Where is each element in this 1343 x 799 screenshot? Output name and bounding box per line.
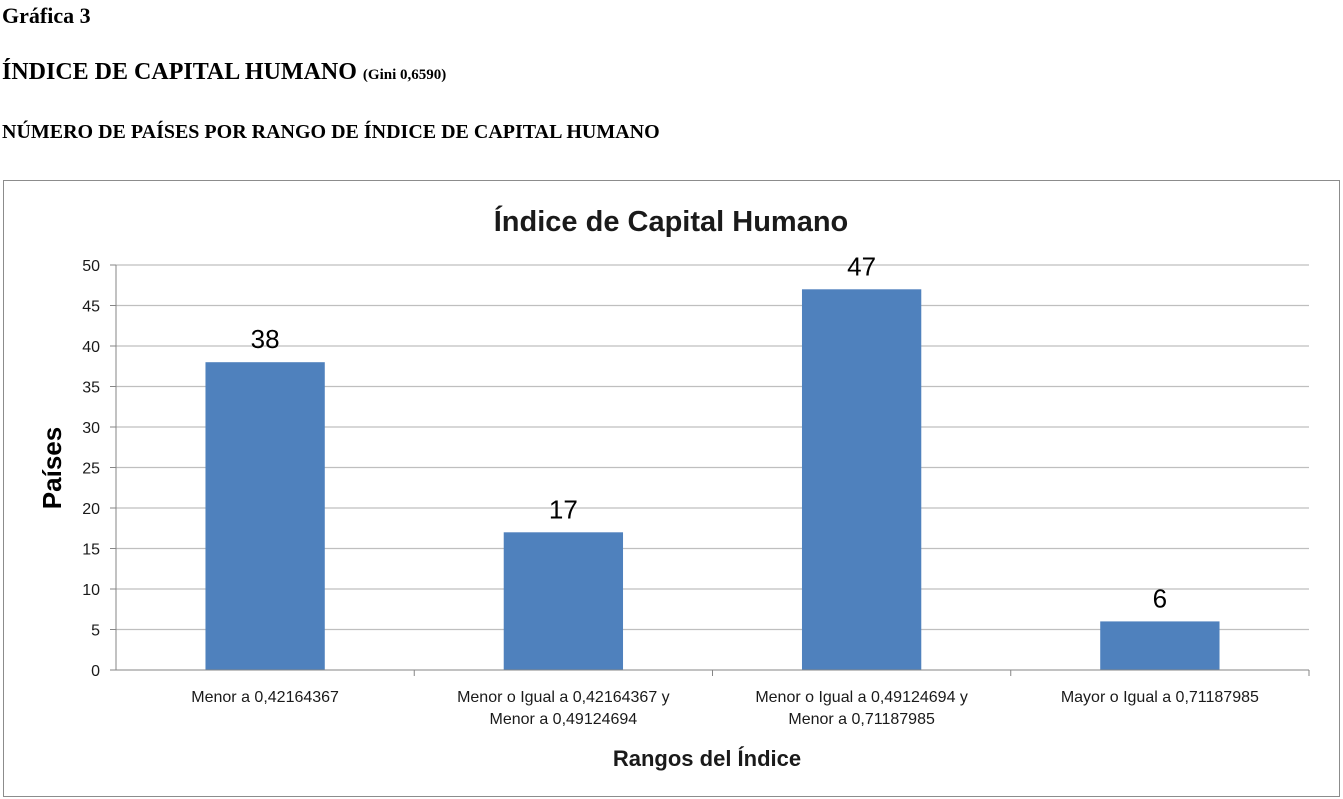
bar bbox=[205, 362, 325, 670]
y-tick-label: 15 bbox=[82, 542, 100, 559]
x-category-label: Menor o Igual a 0,49124694 y bbox=[755, 689, 968, 706]
x-category-label: Menor a 0,49124694 bbox=[490, 711, 638, 728]
x-category-label: Mayor o Igual a 0,71187985 bbox=[1061, 689, 1259, 706]
gini-note: (Gini 0,6590) bbox=[362, 67, 447, 83]
figure-heading-text: ÍNDICE DE CAPITAL HUMANO bbox=[2, 59, 357, 85]
y-tick-label: 0 bbox=[91, 663, 100, 680]
x-axis-title: Rangos del Índice bbox=[613, 746, 801, 771]
y-tick-label: 30 bbox=[82, 420, 100, 437]
y-tick-label: 50 bbox=[82, 258, 100, 275]
chart-frame: 38 17 47 6 0 5 10 15 20 25 30 35 40 45 50 Menor a 0,42… bbox=[3, 180, 1340, 797]
y-tick-label: 25 bbox=[82, 461, 100, 478]
y-tick-label: 40 bbox=[82, 339, 100, 356]
x-category-label: Menor a 0,42164367 bbox=[191, 689, 339, 706]
bar bbox=[503, 532, 624, 670]
y-tick-label: 20 bbox=[82, 501, 100, 518]
y-tick-label: 10 bbox=[82, 582, 100, 599]
axes: 0 5 10 15 20 25 30 35 40 45 50 Menor a 0,42164367 Me… bbox=[82, 258, 1310, 728]
chart-title: Índice de Capital Humano bbox=[494, 204, 849, 238]
data-label: 6 bbox=[1153, 583, 1167, 613]
bars: 38 17 47 6 bbox=[205, 251, 1220, 670]
bar bbox=[1100, 621, 1220, 670]
y-tick-label: 35 bbox=[82, 380, 100, 397]
x-category-label: Menor o Igual a 0,42164367 y bbox=[457, 689, 670, 706]
figure-heading: ÍNDICE DE CAPITAL HUMANO (Gini 0,6590) bbox=[2, 59, 446, 86]
bar bbox=[801, 289, 922, 670]
figure-subheading: NÚMERO DE PAÍSES POR RANGO DE ÍNDICE DE … bbox=[2, 121, 660, 143]
y-tick-label: 45 bbox=[82, 299, 100, 316]
y-axis-title: Países bbox=[37, 427, 67, 509]
x-category-label: Menor a 0,71187985 bbox=[788, 711, 935, 728]
bar-chart: 38 17 47 6 0 5 10 15 20 25 30 35 40 45 50 Menor a 0,42… bbox=[37, 204, 1310, 771]
y-tick-label: 5 bbox=[91, 623, 100, 640]
data-label: 47 bbox=[847, 251, 876, 281]
figure-label: Gráfica 3 bbox=[2, 3, 91, 28]
data-label: 38 bbox=[251, 324, 280, 354]
data-label: 17 bbox=[549, 494, 578, 524]
